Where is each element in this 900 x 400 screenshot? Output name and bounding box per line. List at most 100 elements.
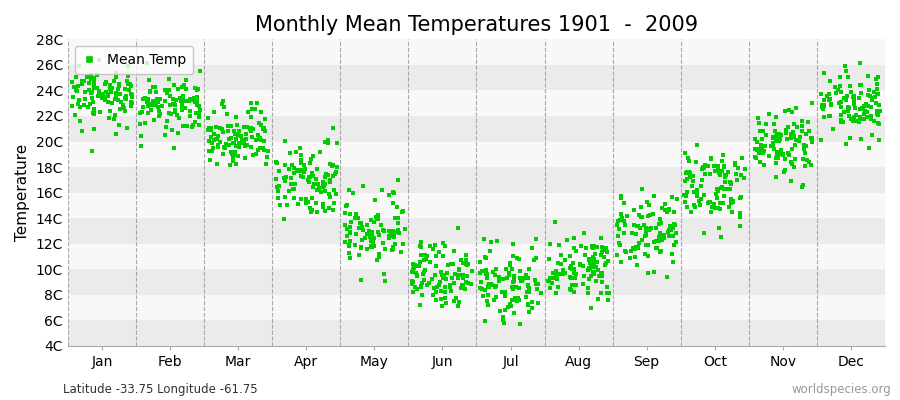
Point bbox=[122, 86, 137, 93]
Point bbox=[525, 245, 539, 252]
Point bbox=[325, 162, 339, 169]
Point bbox=[680, 168, 695, 175]
Point bbox=[788, 105, 803, 112]
Point bbox=[572, 261, 587, 268]
Point bbox=[100, 98, 114, 105]
Point bbox=[155, 103, 169, 110]
Point bbox=[113, 90, 128, 97]
Point bbox=[216, 129, 230, 135]
Point bbox=[509, 298, 524, 304]
Point bbox=[712, 225, 726, 231]
Point bbox=[140, 110, 155, 116]
Point bbox=[549, 268, 563, 274]
Point bbox=[616, 215, 630, 222]
Point bbox=[257, 128, 272, 134]
Point bbox=[84, 72, 98, 78]
Point bbox=[287, 186, 302, 192]
Point bbox=[734, 172, 748, 178]
Point bbox=[254, 122, 268, 129]
Point bbox=[513, 278, 527, 284]
Point bbox=[364, 229, 379, 235]
Point bbox=[311, 184, 326, 191]
Point bbox=[482, 281, 496, 288]
Point bbox=[649, 237, 663, 244]
Point bbox=[843, 89, 858, 95]
Bar bbox=[68, 116, 885, 142]
Point bbox=[387, 230, 401, 236]
Point bbox=[396, 241, 410, 248]
Point bbox=[183, 96, 197, 102]
Point bbox=[714, 233, 728, 240]
Point bbox=[715, 168, 729, 174]
Point bbox=[848, 105, 862, 111]
Point bbox=[244, 100, 258, 106]
Bar bbox=[68, 218, 885, 244]
Point bbox=[756, 128, 770, 134]
Point bbox=[220, 111, 234, 118]
Point bbox=[777, 169, 791, 175]
Point bbox=[160, 90, 175, 96]
Point bbox=[870, 90, 885, 97]
Point bbox=[718, 178, 733, 185]
Point bbox=[772, 138, 787, 144]
Point bbox=[664, 227, 679, 233]
Point bbox=[360, 246, 374, 252]
Point bbox=[769, 135, 783, 142]
Point bbox=[354, 244, 368, 251]
Point bbox=[698, 162, 712, 169]
Point bbox=[482, 284, 496, 291]
Point bbox=[202, 138, 216, 144]
Point bbox=[778, 127, 793, 133]
Point bbox=[206, 144, 220, 151]
Point bbox=[581, 289, 596, 296]
Point bbox=[286, 195, 301, 201]
Point bbox=[389, 229, 403, 236]
Point bbox=[339, 203, 354, 210]
Point bbox=[814, 91, 829, 97]
Point bbox=[176, 82, 191, 89]
Point bbox=[237, 124, 251, 130]
Point bbox=[833, 88, 848, 95]
Point bbox=[484, 280, 499, 287]
Point bbox=[406, 265, 420, 272]
Point bbox=[230, 136, 244, 142]
Point bbox=[669, 239, 683, 246]
Point bbox=[528, 236, 543, 243]
Point bbox=[376, 228, 391, 234]
Point bbox=[814, 137, 828, 143]
Point bbox=[465, 268, 480, 274]
Point bbox=[318, 187, 332, 194]
Point bbox=[145, 101, 159, 107]
Point bbox=[299, 200, 313, 207]
Point bbox=[302, 173, 317, 180]
Point bbox=[189, 95, 203, 101]
Point bbox=[630, 223, 644, 229]
Point bbox=[104, 89, 118, 95]
Point bbox=[494, 289, 508, 296]
Point bbox=[455, 282, 470, 289]
Point bbox=[152, 108, 166, 114]
Point bbox=[629, 230, 643, 237]
Point bbox=[77, 102, 92, 108]
Point bbox=[658, 207, 672, 213]
Point bbox=[122, 80, 137, 87]
Point bbox=[225, 151, 239, 158]
Point bbox=[698, 171, 712, 178]
Point bbox=[378, 278, 392, 284]
Point bbox=[256, 126, 270, 132]
Point bbox=[218, 145, 232, 151]
Point bbox=[66, 94, 80, 100]
Point bbox=[167, 82, 182, 88]
Point bbox=[209, 136, 223, 142]
Point bbox=[767, 121, 781, 127]
Point bbox=[634, 186, 649, 192]
Point bbox=[713, 206, 727, 212]
Point bbox=[301, 198, 315, 205]
Point bbox=[406, 279, 420, 286]
Point bbox=[278, 178, 293, 184]
Point bbox=[427, 285, 441, 292]
Point bbox=[587, 271, 601, 278]
Point bbox=[229, 114, 243, 120]
Point bbox=[852, 106, 867, 112]
Point bbox=[769, 138, 783, 144]
